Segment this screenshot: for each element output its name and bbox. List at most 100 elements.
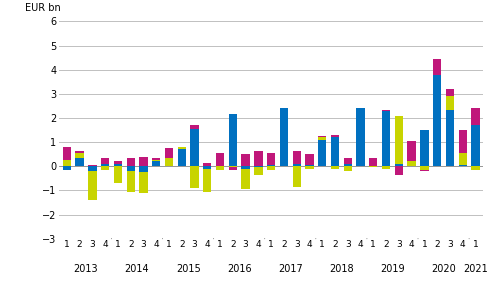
Text: 2020: 2020 bbox=[431, 264, 456, 274]
Text: 2019: 2019 bbox=[380, 264, 405, 274]
Bar bbox=[75, 151, 84, 153]
Bar bbox=[101, 166, 109, 170]
Bar bbox=[471, 108, 480, 125]
Bar bbox=[369, 158, 378, 166]
Bar bbox=[458, 130, 467, 153]
Bar bbox=[382, 166, 390, 169]
Bar bbox=[127, 158, 135, 166]
Bar bbox=[471, 125, 480, 166]
Bar bbox=[88, 165, 97, 166]
Bar bbox=[420, 130, 428, 166]
Bar bbox=[203, 166, 211, 169]
Bar bbox=[446, 96, 454, 110]
Bar bbox=[267, 165, 275, 166]
Bar bbox=[382, 111, 390, 166]
Bar bbox=[152, 162, 160, 166]
Bar bbox=[254, 166, 263, 167]
Bar bbox=[254, 151, 263, 166]
Bar bbox=[177, 147, 186, 149]
Bar bbox=[63, 147, 71, 160]
Bar bbox=[165, 148, 173, 158]
Bar bbox=[101, 164, 109, 166]
Bar bbox=[63, 166, 71, 170]
Bar bbox=[190, 129, 199, 166]
Bar bbox=[190, 166, 199, 188]
Bar bbox=[152, 160, 160, 162]
Text: 2018: 2018 bbox=[329, 264, 353, 274]
Bar bbox=[458, 165, 467, 166]
Bar bbox=[305, 166, 314, 169]
Text: 2014: 2014 bbox=[125, 264, 149, 274]
Bar bbox=[344, 158, 352, 164]
Bar bbox=[140, 172, 147, 193]
Text: 2015: 2015 bbox=[176, 264, 201, 274]
Bar bbox=[433, 75, 441, 166]
Bar bbox=[408, 162, 416, 166]
Text: 2016: 2016 bbox=[227, 264, 251, 274]
Bar bbox=[408, 141, 416, 162]
Bar bbox=[356, 108, 365, 166]
Bar bbox=[446, 110, 454, 166]
Bar bbox=[305, 154, 314, 165]
Bar bbox=[229, 167, 237, 170]
Bar bbox=[280, 108, 288, 166]
Bar bbox=[63, 160, 71, 166]
Bar bbox=[114, 166, 122, 183]
Bar bbox=[318, 137, 326, 140]
Bar bbox=[420, 166, 428, 170]
Bar bbox=[177, 149, 186, 166]
Text: 2021: 2021 bbox=[463, 264, 488, 274]
Bar bbox=[229, 114, 237, 166]
Bar bbox=[152, 158, 160, 160]
Bar bbox=[318, 140, 326, 166]
Bar bbox=[242, 166, 250, 169]
Bar bbox=[203, 169, 211, 192]
Bar bbox=[331, 166, 339, 169]
Bar bbox=[254, 167, 263, 175]
Bar bbox=[75, 158, 84, 166]
Bar bbox=[395, 164, 403, 166]
Bar bbox=[267, 166, 275, 170]
Text: 2017: 2017 bbox=[278, 264, 303, 274]
Bar bbox=[114, 164, 122, 166]
Bar bbox=[471, 166, 480, 170]
Bar bbox=[331, 137, 339, 166]
Bar bbox=[292, 151, 301, 164]
Bar bbox=[165, 158, 173, 166]
Bar bbox=[216, 153, 224, 166]
Text: 2013: 2013 bbox=[73, 264, 98, 274]
Bar bbox=[344, 166, 352, 171]
Bar bbox=[127, 171, 135, 192]
Bar bbox=[88, 166, 97, 171]
Bar bbox=[292, 164, 301, 166]
Bar bbox=[190, 125, 199, 129]
Bar bbox=[433, 59, 441, 75]
Bar bbox=[458, 153, 467, 165]
Bar bbox=[75, 153, 84, 158]
Bar bbox=[88, 171, 97, 200]
Bar bbox=[242, 154, 250, 166]
Bar bbox=[420, 170, 428, 171]
Bar bbox=[344, 164, 352, 166]
Bar bbox=[140, 166, 147, 172]
Bar bbox=[331, 135, 339, 137]
Bar bbox=[203, 162, 211, 166]
Bar bbox=[395, 166, 403, 175]
Bar bbox=[127, 166, 135, 171]
Bar bbox=[101, 158, 109, 164]
Bar bbox=[267, 153, 275, 165]
Bar bbox=[292, 166, 301, 187]
Text: EUR bn: EUR bn bbox=[25, 3, 61, 13]
Bar bbox=[318, 136, 326, 137]
Bar bbox=[229, 166, 237, 167]
Bar bbox=[242, 169, 250, 189]
Bar bbox=[305, 165, 314, 166]
Bar bbox=[446, 89, 454, 96]
Legend: Mutual fund shares, Quoted shares, Deposits: Mutual fund shares, Quoted shares, Depos… bbox=[126, 303, 416, 306]
Bar bbox=[395, 116, 403, 164]
Bar bbox=[114, 162, 122, 164]
Bar bbox=[140, 157, 147, 166]
Bar bbox=[216, 166, 224, 170]
Bar bbox=[369, 166, 378, 167]
Bar bbox=[382, 110, 390, 111]
